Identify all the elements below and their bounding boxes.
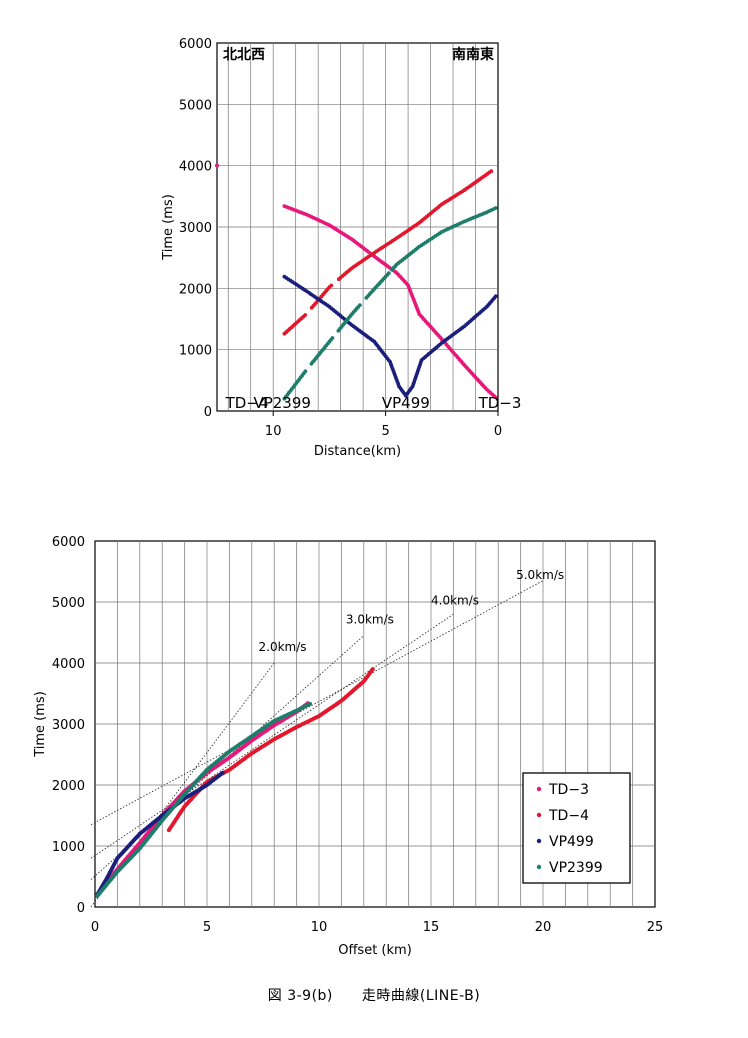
data-point (493, 206, 498, 210)
x-tick-label: 15 (423, 920, 440, 935)
direction-label-left: 北北西 (223, 47, 265, 63)
y-tick-label: 1000 (52, 840, 85, 855)
y-tick-label: 4000 (179, 160, 212, 175)
figure-caption: 図 3-9(b) 走時曲線(LINE-B) (267, 988, 481, 1004)
x-tick-label: 25 (647, 920, 664, 935)
y-axis-label: Time (ms) (33, 691, 48, 758)
velocity-label: 2.0km/s (259, 640, 307, 654)
x-axis-label: Distance(km) (314, 444, 401, 459)
y-tick-label: 3000 (52, 718, 85, 733)
chart-series (95, 667, 375, 898)
data-point (329, 283, 334, 288)
y-tick-label: 2000 (179, 282, 212, 297)
data-point (493, 294, 498, 299)
y-tick-label: 5000 (52, 596, 85, 611)
y-tick-label: 5000 (179, 98, 212, 113)
y-tick-label: 3000 (179, 221, 212, 236)
velocity-label: 4.0km/s (431, 593, 479, 607)
legend-box (522, 772, 631, 884)
series-td-3 (282, 204, 498, 400)
velocity-line (90, 613, 454, 859)
data-point (493, 395, 498, 400)
data-point (308, 701, 312, 706)
legend-label: TD−4 (548, 808, 589, 824)
y-tick-label: 2000 (52, 779, 85, 794)
data-point (220, 770, 225, 775)
axis-ticks: 0 1000 2000 3000 4000 5000 6000 10 5 0 Distance(km… (161, 37, 502, 459)
data-point (303, 313, 308, 317)
data-point (489, 169, 494, 174)
legend-marker (536, 786, 542, 792)
y-tick-label: 4000 (52, 657, 85, 672)
x-tick-label: 0 (494, 424, 502, 439)
y-tick-label: 6000 (179, 37, 212, 52)
td4-marker (215, 163, 219, 168)
source-label: VP2399 (253, 394, 310, 412)
legend-label: VP499 (549, 834, 594, 850)
legend-label: VP2399 (549, 860, 603, 876)
velocity-label: 5.0km/s (516, 568, 564, 582)
data-point (370, 667, 375, 672)
x-tick-label: 0 (91, 920, 99, 935)
x-tick-label: 10 (265, 424, 282, 439)
y-axis-label: Time (ms) (161, 194, 176, 261)
series-vp2399 (95, 701, 312, 898)
y-tick-label: 0 (204, 405, 212, 420)
legend-marker (536, 864, 542, 870)
direction-label-right: 南南東 (452, 46, 494, 63)
series-vp2399 (282, 206, 498, 401)
axis-ticks: 0 1000 2000 3000 4000 5000 6000 0 5 10 15 20 25 Offse… (33, 535, 663, 958)
legend-label: TD−3 (548, 782, 589, 798)
offset-time-chart: 2.0km/s 3.0km/s 4.0km/s 5.0km/s 0 1000 2000 30… (33, 535, 663, 958)
y-tick-label: 1000 (179, 344, 212, 359)
chart-series (282, 169, 498, 401)
chart-legend: TD−3 TD−4 VP499 VP2399 (522, 772, 631, 884)
data-point (358, 303, 362, 307)
data-point (330, 336, 335, 340)
y-tick-label: 6000 (52, 535, 85, 550)
source-label: VP499 (382, 394, 430, 412)
y-tick-label: 0 (77, 901, 85, 916)
x-axis-label: Offset (km) (338, 943, 412, 958)
legend-marker (536, 838, 542, 844)
x-tick-label: 10 (311, 920, 328, 935)
source-label: TD−3 (478, 394, 522, 412)
legend-marker (536, 812, 542, 818)
x-tick-label: 5 (203, 920, 211, 935)
velocity-label: 3.0km/s (346, 612, 394, 626)
series-vp499 (282, 274, 498, 398)
series-td-4 (282, 169, 494, 336)
distance-time-chart: 0 1000 2000 3000 4000 5000 6000 10 5 0 Distance(km… (161, 37, 521, 459)
source-label: TD−4 (225, 394, 269, 412)
x-tick-label: 5 (381, 424, 389, 439)
data-point (386, 271, 391, 276)
x-tick-label: 20 (535, 920, 552, 935)
data-point (303, 369, 308, 374)
